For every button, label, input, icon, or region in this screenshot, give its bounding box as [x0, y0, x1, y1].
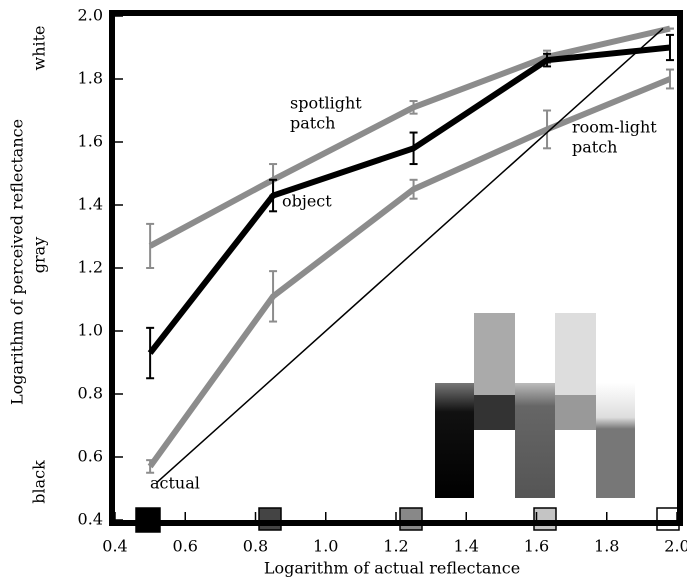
series-line: [147, 44, 671, 355]
y-side-label: gray: [30, 237, 49, 273]
series-label: patch: [572, 138, 617, 157]
y-tick-label: 1.0: [78, 321, 103, 340]
y-tick-label: 0.6: [78, 447, 103, 466]
x-tick-label: 1.0: [313, 537, 338, 556]
x-tick-label: 0.4: [102, 537, 127, 556]
error-bar: [269, 178, 278, 213]
x-tick-label: 1.8: [594, 537, 619, 556]
error-bar: [409, 100, 418, 115]
y-tick-label: 1.4: [78, 195, 103, 214]
x-axis-label: Logarithm of actual reflectance: [264, 559, 520, 578]
error-bar: [665, 68, 674, 90]
y-tick-label: 1.2: [78, 258, 103, 277]
x-tick-label: 0.8: [243, 537, 268, 556]
x-tick-label: 1.6: [524, 537, 549, 556]
y-tick-label: 1.6: [78, 132, 103, 151]
error-bar: [543, 109, 552, 150]
error-bar: [146, 326, 155, 380]
error-bar: [269, 270, 278, 323]
y-tick-label: 2.0: [78, 6, 103, 25]
y-axis-label: Logarithm of perceived reflectance: [8, 119, 27, 405]
inset-image: [435, 313, 635, 498]
error-bar: [543, 52, 552, 68]
error-bar: [146, 222, 155, 269]
x-tick-label: 1.4: [454, 537, 479, 556]
series-line: [156, 28, 664, 483]
y-side-label: black: [30, 460, 49, 504]
error-bar: [409, 178, 418, 200]
x-tick-label: 0.6: [173, 537, 198, 556]
y-side-label: white: [30, 25, 49, 70]
series-label: room-light: [572, 118, 657, 137]
series-label: object: [282, 192, 332, 211]
y-tick-label: 0.4: [78, 510, 103, 529]
x-tick-label: 1.2: [383, 537, 408, 556]
error-bar: [146, 459, 155, 474]
y-tick-label: 0.8: [78, 384, 103, 403]
series-label: actual: [150, 474, 200, 493]
series-label: patch: [290, 114, 335, 133]
plot-frame: [109, 10, 683, 526]
x-tick-label: 2.0: [664, 537, 687, 556]
series-label: spotlight: [290, 94, 362, 113]
error-bar: [409, 131, 418, 166]
error-bar: [665, 33, 674, 62]
y-tick-label: 1.8: [78, 69, 103, 88]
